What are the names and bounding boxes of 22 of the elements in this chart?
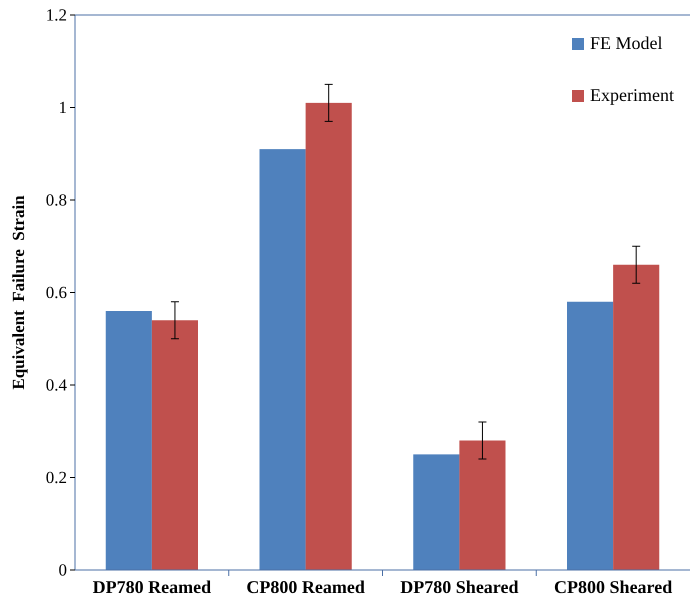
x-tick-label: CP800 Sheared xyxy=(554,576,672,597)
bar xyxy=(613,264,660,570)
bar xyxy=(459,440,506,570)
y-tick-label: 0.6 xyxy=(46,282,67,302)
legend-label: FE Model xyxy=(590,33,663,53)
y-tick-label: 0.8 xyxy=(46,190,67,210)
y-tick-label: 1.2 xyxy=(46,5,67,24)
y-tick-label: 0.4 xyxy=(46,375,68,394)
bar xyxy=(152,320,198,570)
x-tick-label: DP780 Reamed xyxy=(92,576,212,597)
y-tick-label: 1 xyxy=(58,98,67,117)
y-axis-title: Equivalent Failure Strain xyxy=(9,194,28,390)
x-tick-label: DP780 Sheared xyxy=(400,576,518,597)
bar xyxy=(306,102,352,570)
legend-label: Experiment xyxy=(590,85,674,105)
y-tick-label: 0.2 xyxy=(46,468,67,487)
bar xyxy=(567,302,614,570)
bar xyxy=(106,311,152,570)
x-tick-label: CP800 Reamed xyxy=(246,576,365,597)
y-tick-label: 0 xyxy=(58,560,67,580)
bar xyxy=(413,454,460,570)
bar xyxy=(260,149,306,570)
